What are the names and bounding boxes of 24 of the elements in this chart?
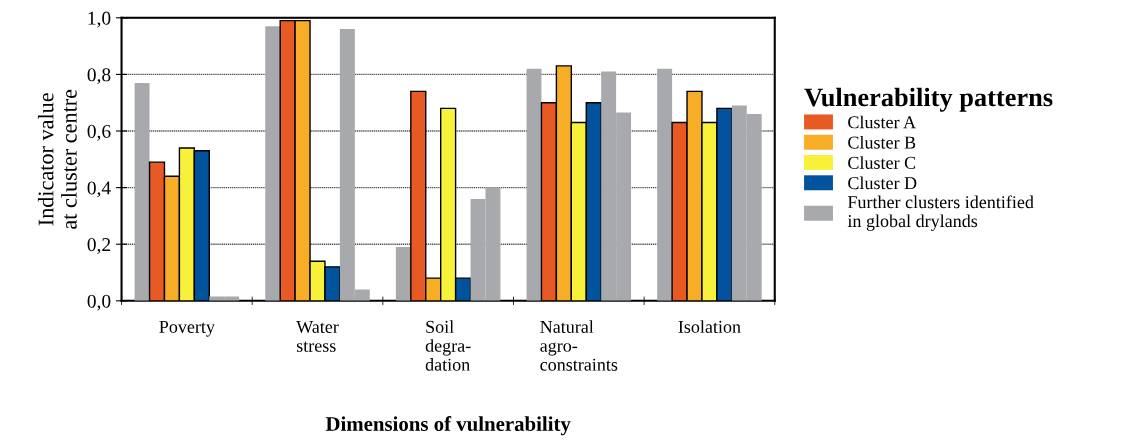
x-tick-label: Water stress [296,320,339,352]
bar [657,68,673,301]
x-tick-label: Natural agro- constraints [540,320,618,371]
bar [395,247,411,301]
bar [134,82,150,301]
x-tick-label: Isolation [678,320,741,333]
bar [265,26,281,301]
y-tick-label: 0,2 [87,238,111,254]
y-tick-label: 0,6 [87,124,111,141]
legend-label: Further clusters identified in global drylands [847,195,1034,231]
y-tick-label: 0,0 [87,294,111,311]
y-tick-label: 1,0 [88,11,111,28]
legend-title: Vulnerability patterns [804,87,1053,112]
legend-label: Cluster C [848,156,916,169]
legend-label: Cluster B [848,135,916,149]
x-axis-title: Dimensions of vulnerability [325,416,571,436]
y-tick-label: 0,4 [87,181,111,198]
y-axis-title: Indicator value at cluster centre [37,89,77,229]
y-tick-label: 0,8 [87,68,111,85]
x-tick-label: Soil degra- dation [425,320,471,371]
x-tick-label: Poverty [159,320,215,337]
bar [526,68,542,301]
legend-label: Cluster D [848,176,917,190]
legend-label: Cluster A [848,115,916,129]
